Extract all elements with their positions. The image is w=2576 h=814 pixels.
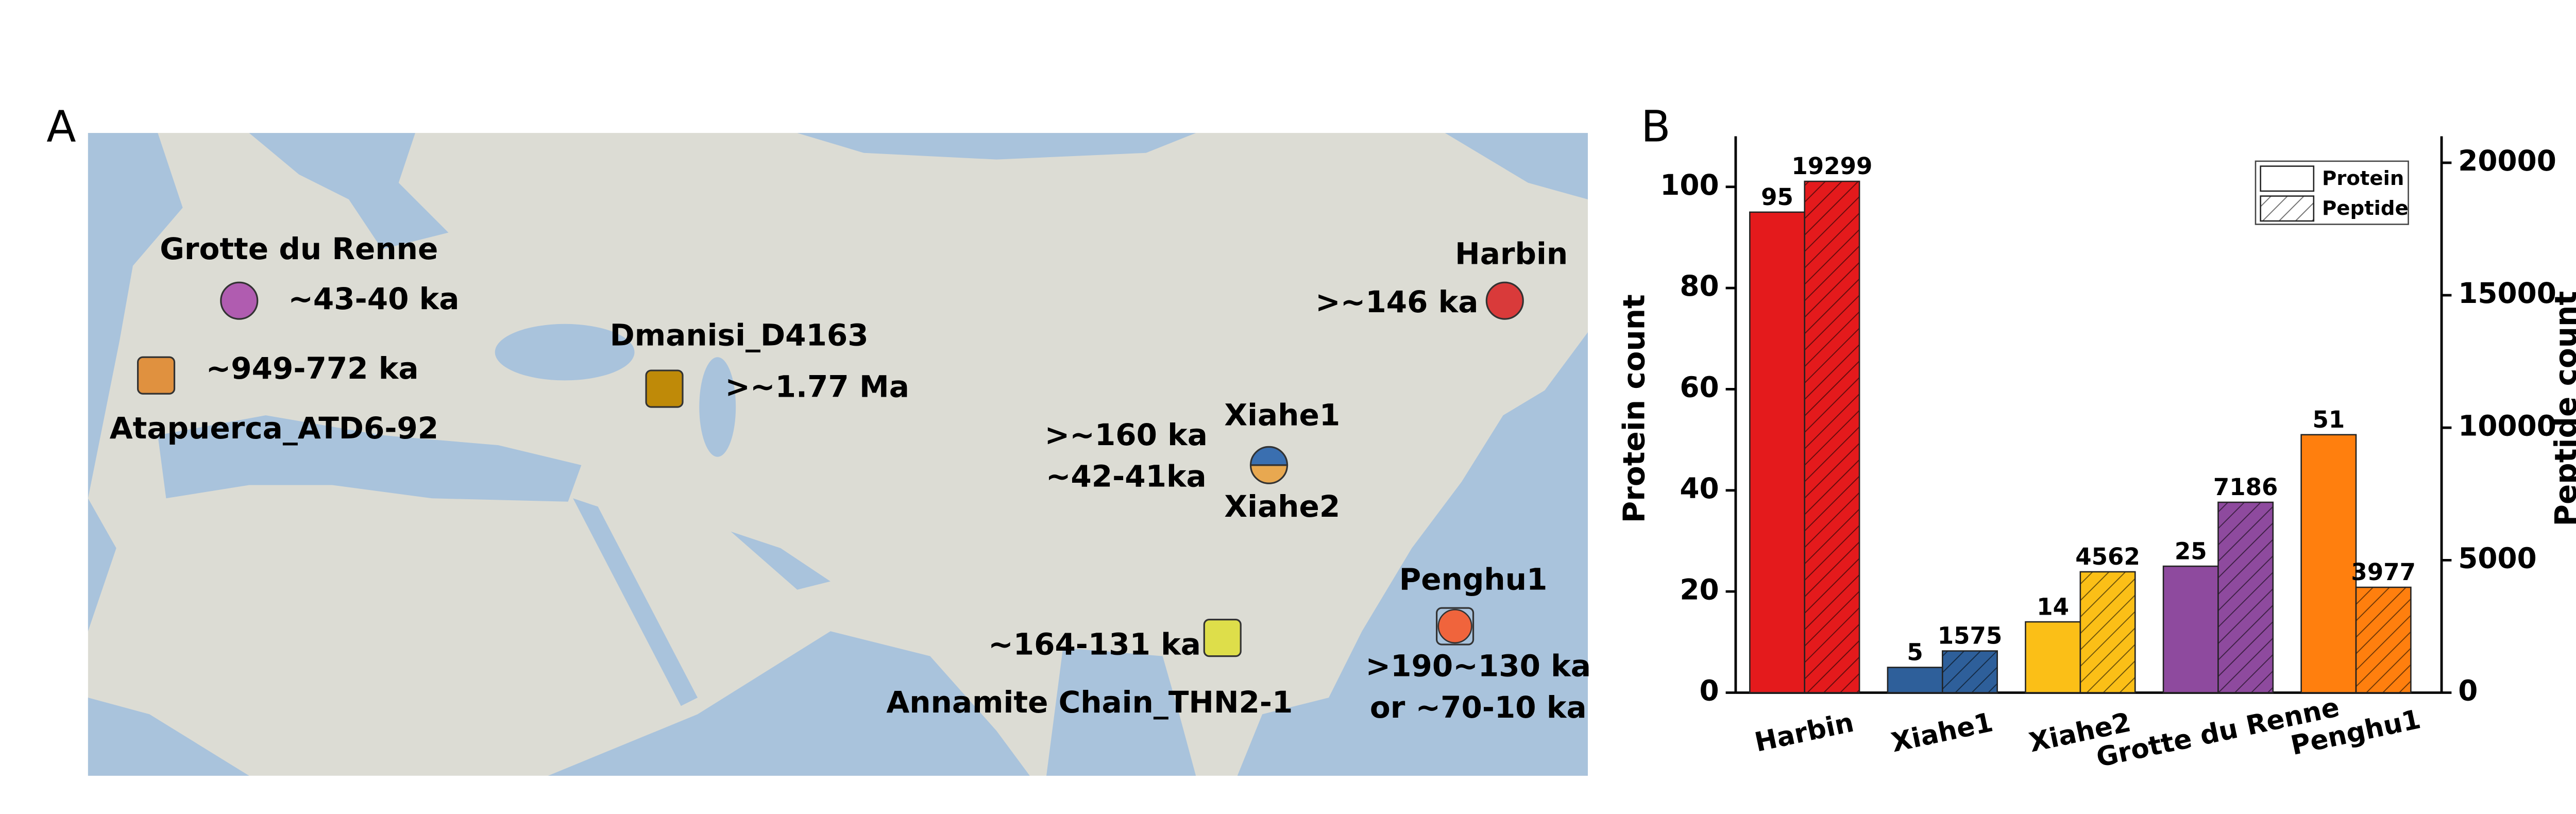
site-marker xyxy=(220,281,259,320)
x-tick-label: Harbin xyxy=(1752,707,1857,758)
site-age: ~43-40 ka xyxy=(288,281,459,316)
site-name: Penghu1 xyxy=(1399,562,1548,597)
legend-label: Protein xyxy=(2322,167,2404,190)
bar xyxy=(1942,650,1998,693)
site-marker xyxy=(137,356,176,395)
bar xyxy=(1887,667,1943,693)
bar-value-label: 1575 xyxy=(1938,622,2003,650)
site-marker xyxy=(1203,619,1242,657)
site-marker xyxy=(1437,609,1472,644)
site-age: ~42-41ka xyxy=(1046,459,1207,494)
bar-value-label: 25 xyxy=(2175,537,2207,565)
bar-value-label: 3977 xyxy=(2351,558,2416,586)
y2-tick-label: 5000 xyxy=(2458,541,2537,574)
site-name: Xiahe2 xyxy=(1224,489,1340,524)
map: Grotte du Renne ~43-40 ka Atapuerca_ATD6-9… xyxy=(88,133,1591,776)
y2-tick-label: 20000 xyxy=(2458,144,2556,177)
bar xyxy=(2300,434,2357,693)
site-marker xyxy=(1436,607,1475,646)
site-marker xyxy=(1249,464,1289,484)
site-name: Xiahe1 xyxy=(1224,397,1340,432)
bar xyxy=(2079,571,2136,693)
y-axis-title: Protein count xyxy=(1617,294,1652,523)
legend-label: Peptide xyxy=(2322,197,2409,220)
bar xyxy=(2355,586,2412,693)
bar-value-label: 14 xyxy=(2037,593,2069,620)
site-name: Harbin xyxy=(1455,236,1568,272)
site-name: Dmanisi_D4163 xyxy=(610,318,869,353)
site-name: Annamite Chain_THN2-1 xyxy=(886,685,1293,720)
panel-label: A xyxy=(46,101,76,152)
bar-value-label: 51 xyxy=(2312,406,2345,433)
bar-value-label: 19299 xyxy=(1791,152,1872,180)
site-age: ~949-772 ka xyxy=(206,351,419,386)
y-tick-label: 20 xyxy=(1680,573,1719,606)
bar xyxy=(1804,180,1860,693)
site-age: >190~130 ka xyxy=(1366,648,1591,683)
bar-value-label: 5 xyxy=(1907,639,1923,666)
site-name: Atapuerca_ATD6-92 xyxy=(110,411,438,446)
site-marker xyxy=(645,369,684,408)
bar-chart: B 0 20 40 60 80 100 0 5000 10000 15000 20000 Protei… xyxy=(1617,101,2576,774)
y2-tick-label: 0 xyxy=(2458,674,2478,707)
bar-value-label: 7186 xyxy=(2213,473,2278,501)
bar xyxy=(2162,565,2219,693)
y-tick-label: 60 xyxy=(1680,371,1719,404)
site-age: >~146 ka xyxy=(1315,284,1478,319)
y-tick-label: 100 xyxy=(1660,168,1719,201)
y-tick-label: 40 xyxy=(1680,472,1719,505)
site-age: ~164-131 ka xyxy=(988,626,1201,662)
site-marker xyxy=(1249,446,1289,466)
bar-value-label: 4562 xyxy=(2075,543,2140,570)
y2-tick-label: 15000 xyxy=(2458,277,2556,310)
x-tick-label: Xiahe1 xyxy=(1889,707,1996,758)
y2-axis-title: Peptide count xyxy=(2548,291,2576,527)
y-tick-label: 80 xyxy=(1680,269,1719,302)
site-age: >~1.77 Ma xyxy=(725,369,909,404)
y2-tick-label: 10000 xyxy=(2458,409,2556,442)
map-water xyxy=(88,133,1588,776)
site-age: or ~70-10 ka xyxy=(1370,690,1587,725)
legend-swatch xyxy=(2260,165,2315,192)
bar xyxy=(2217,501,2274,693)
site-age: >~160 ka xyxy=(1045,417,1208,452)
bar xyxy=(2025,621,2081,693)
bar xyxy=(1749,211,1806,693)
site-name: Grotte du Renne xyxy=(160,231,438,266)
legend-swatch xyxy=(2260,195,2315,222)
site-marker xyxy=(1485,281,1524,320)
bar-value-label: 95 xyxy=(1761,183,1793,211)
y-tick-label: 0 xyxy=(1700,674,1719,707)
panel-label: B xyxy=(1641,101,1671,152)
